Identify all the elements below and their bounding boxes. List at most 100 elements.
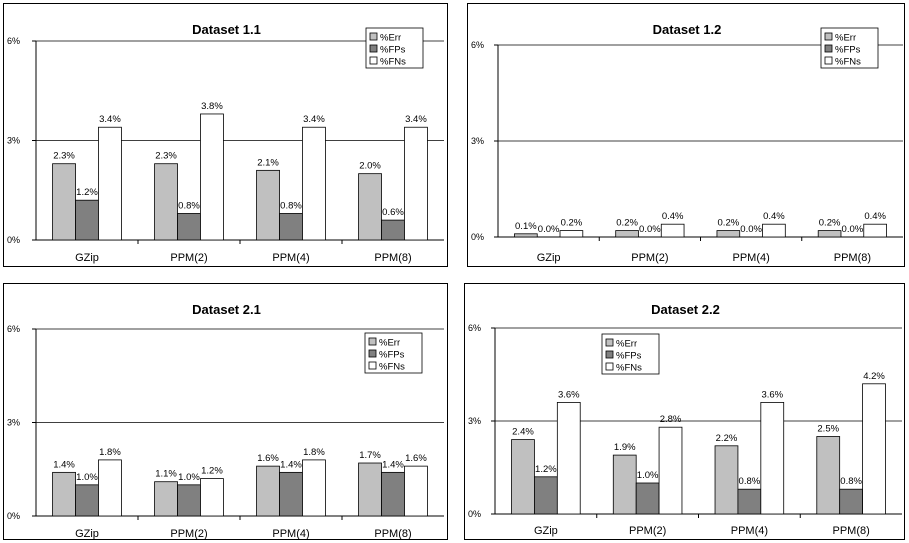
y-tick-label: 3% [7,136,20,146]
data-label-fps-ppm-4: 1.4% [280,459,302,470]
legend: %Err%FPs%FNs [365,333,422,373]
data-label-fps-gzip: 1.2% [76,187,98,198]
bar-fps-ppm-8 [840,489,863,514]
legend-label-fps: %FPs [835,45,861,56]
category-label-ppm-2: PPM(2) [629,525,666,537]
data-label-err-gzip: 2.4% [512,427,534,438]
data-label-fps-ppm-2: 1.0% [178,472,200,483]
chart-dataset-2-2: Dataset 2.2 0% 3% 6% GZip 2.4% 1.2% 3.6% PPM(2) 1… [465,284,906,541]
data-label-fns-gzip: 1.8% [99,447,121,458]
bar-fns-ppm-4 [302,127,325,240]
legend-swatch-fns [369,362,376,369]
y-tick-label: 0% [7,235,20,245]
bar-fps-gzip [76,485,99,516]
data-label-fns-ppm-2: 2.8% [660,414,682,425]
chart-title: Dataset 1.1 [192,22,261,37]
y-tick-label: 6% [471,40,484,50]
legend-label-fps: %FPs [616,351,642,362]
legend-swatch-err [369,338,376,345]
chart-title: Dataset 1.2 [653,22,722,37]
data-label-err-ppm-2: 2.3% [155,151,177,162]
data-label-err-ppm-4: 0.2% [718,218,740,229]
bar-err-ppm-8 [818,231,841,237]
data-label-err-ppm-8: 1.7% [359,450,381,461]
legend-label-err: %Err [380,33,401,44]
bar-err-ppm-4 [715,446,738,514]
legend-swatch-err [825,33,832,40]
bar-err-ppm-4 [717,231,740,237]
legend-label-fps: %FPs [380,45,406,56]
data-label-fns-ppm-8: 1.6% [405,453,427,464]
bar-fns-ppm-8 [864,224,887,237]
bar-fns-ppm-4 [761,402,784,514]
bar-fps-ppm-8 [382,220,405,240]
data-label-fns-gzip: 3.4% [99,114,121,125]
bar-fns-ppm-8 [404,127,427,240]
data-label-err-ppm-2: 1.9% [614,442,636,453]
y-tick-label: 0% [471,232,484,242]
data-label-fps-ppm-4: 0.8% [280,200,302,211]
bar-err-gzip [53,164,76,240]
legend-swatch-fps [369,350,376,357]
bar-fps-ppm-2 [178,213,201,240]
category-label-ppm-2: PPM(2) [631,252,668,264]
bar-err-ppm-2 [155,482,178,516]
bar-err-ppm-8 [817,437,840,515]
y-tick-label: 0% [7,511,20,521]
data-label-fns-ppm-2: 0.4% [662,211,684,222]
chart-title: Dataset 2.1 [192,302,261,317]
bar-fns-gzip [557,402,580,514]
data-label-err-ppm-4: 2.1% [257,157,279,168]
data-label-fps-gzip: 1.0% [76,472,98,483]
bar-err-ppm-4 [257,170,280,240]
data-label-err-ppm-2: 1.1% [155,469,177,480]
bar-fps-ppm-4 [280,213,303,240]
bar-err-gzip [514,234,537,237]
legend: %Err%FPs%FNs [821,28,878,68]
data-label-fns-ppm-8: 0.4% [864,211,886,222]
bar-err-gzip [53,472,76,516]
bar-fps-ppm-8 [382,472,405,516]
bar-fns-gzip [560,231,583,237]
legend-swatch-err [606,339,613,346]
category-label-gzip: GZip [537,252,561,264]
chart-dataset-1-1: Dataset 1.1 0% 3% 6% GZip 2.3% 1.2% 3.4% PPM(2) 2… [4,4,449,268]
category-label-ppm-2: PPM(2) [170,528,207,540]
data-label-fps-ppm-8: 0.0% [842,224,864,235]
legend-swatch-fns [606,363,613,370]
data-label-err-gzip: 0.1% [515,221,537,232]
data-label-err-ppm-2: 0.2% [616,218,638,229]
chart-dataset-2-1: Dataset 2.10%3%6%GZip1.4%1.0%1.8%PPM(2)1… [4,284,449,541]
data-label-fns-gzip: 3.6% [558,389,580,400]
bar-fns-gzip [98,460,121,516]
category-label-gzip: GZip [75,252,99,264]
y-tick-label: 6% [468,323,481,333]
category-label-gzip: GZip [534,525,558,537]
category-label-ppm-4: PPM(4) [732,252,769,264]
data-label-fns-ppm-8: 4.2% [863,371,885,382]
y-tick-label: 3% [471,136,484,146]
data-label-fns-ppm-2: 3.8% [201,101,223,112]
data-label-fns-ppm-4: 1.8% [303,447,325,458]
data-label-fns-ppm-2: 1.2% [201,466,223,477]
chart-panel-dataset-2-2: Dataset 2.2 0% 3% 6% GZip 2.4% 1.2% 3.6% PPM(2) 1… [464,283,905,540]
bar-err-gzip [512,440,535,514]
y-tick-label: 0% [468,509,481,519]
data-label-fps-ppm-4: 0.0% [740,224,762,235]
bar-fns-ppm-2 [661,224,684,237]
legend-swatch-fps [606,351,613,358]
bar-fns-ppm-2 [200,114,223,240]
bar-err-ppm-2 [155,164,178,240]
data-label-fps-ppm-8: 1.4% [382,459,404,470]
data-label-fps-ppm-2: 1.0% [637,470,659,481]
data-label-fps-ppm-8: 0.8% [840,476,862,487]
legend-label-fns: %FNs [380,57,406,68]
bar-fps-ppm-2 [636,483,659,514]
chart-panel-dataset-1-1: Dataset 1.1 0% 3% 6% GZip 2.3% 1.2% 3.4% PPM(2) 2… [3,3,448,267]
data-label-fps-ppm-2: 0.0% [639,224,661,235]
chart-title: Dataset 2.2 [651,302,720,317]
bar-fns-ppm-2 [659,427,682,514]
y-tick-label: 3% [468,416,481,426]
data-label-fps-ppm-4: 0.8% [739,476,761,487]
bar-fps-ppm-2 [178,485,201,516]
